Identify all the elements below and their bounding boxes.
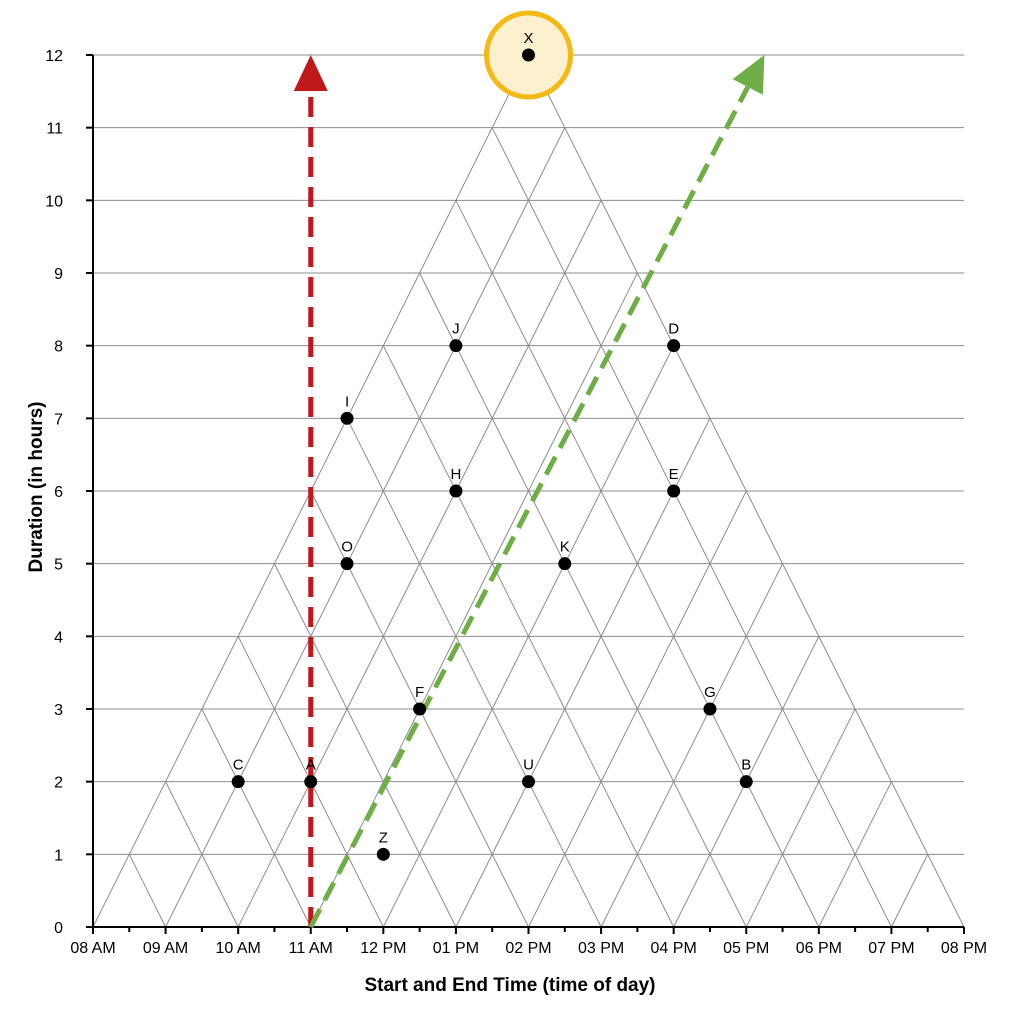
point-label-j: J — [452, 321, 460, 338]
x-tick-label: 05 PM — [723, 940, 769, 957]
x-tick-label: 01 PM — [433, 940, 479, 957]
data-point-o — [340, 557, 354, 571]
x-tick-label: 03 PM — [578, 940, 624, 957]
x-tick-label: 08 PM — [941, 940, 987, 957]
x-tick-label: 11 AM — [289, 940, 333, 957]
data-point-g — [703, 702, 717, 716]
data-point-b — [739, 775, 753, 789]
y-tick-label: 4 — [54, 629, 63, 646]
y-tick-label: 9 — [54, 266, 63, 283]
data-point-z — [376, 847, 390, 861]
point-label-e: E — [669, 466, 679, 483]
x-tick-label: 06 PM — [796, 940, 842, 957]
lattice-rising-line — [455, 418, 711, 928]
data-point-e — [667, 484, 681, 498]
y-tick-label: 12 — [45, 48, 63, 65]
y-tick-label: 6 — [54, 484, 63, 501]
y-tick-label: 8 — [54, 339, 63, 356]
y-tick-label: 5 — [54, 557, 63, 574]
lattice-rising-line — [745, 708, 856, 928]
lattice-falling-line — [491, 127, 892, 928]
point-label-i: I — [345, 393, 349, 410]
lattice-falling-line — [528, 54, 965, 928]
x-tick-label: 12 PM — [360, 940, 406, 957]
x-tick-label: 10 AM — [215, 940, 260, 957]
point-label-g: G — [704, 684, 716, 701]
y-tick-label: 3 — [54, 702, 63, 719]
lattice-falling-line — [419, 272, 747, 928]
point-label-f: F — [415, 684, 424, 701]
y-tick-label: 10 — [45, 193, 63, 210]
horizontal-gridlines — [93, 54, 964, 855]
y-tick-label: 2 — [54, 775, 63, 792]
x-tick-label: 07 PM — [868, 940, 914, 957]
arrow-head-0 — [293, 55, 328, 91]
lattice-falling-line — [274, 563, 457, 928]
data-points: X J D I H E O K F G C A U B Z — [231, 30, 753, 861]
arrow-head-1 — [732, 55, 765, 95]
data-point-a — [304, 775, 318, 789]
y-tick-label: 7 — [54, 411, 63, 428]
data-point-x — [522, 48, 535, 62]
lattice-falling-line — [455, 200, 820, 928]
data-point-h — [449, 484, 463, 498]
data-point-f — [413, 702, 427, 716]
data-point-j — [449, 339, 463, 353]
point-label-z: Z — [379, 829, 388, 846]
point-label-u: U — [523, 757, 534, 774]
x-tick-label: 02 PM — [505, 940, 551, 957]
data-point-u — [522, 775, 535, 789]
data-point-i — [340, 411, 354, 425]
point-label-o: O — [341, 539, 353, 556]
y-tick-label: 1 — [54, 847, 63, 864]
arrow-shaft-1 — [308, 85, 750, 929]
point-label-d: D — [668, 321, 679, 338]
lattice-falling-line — [128, 854, 167, 928]
y-tick-label: 11 — [46, 121, 63, 138]
data-point-d — [667, 339, 681, 353]
x-tick-label: 08 AM — [70, 940, 115, 957]
point-label-b: B — [741, 757, 751, 774]
point-label-x: X — [523, 30, 533, 47]
x-tick-label: 04 PM — [651, 940, 697, 957]
x-axis-title: Start and End Time (time of day) — [364, 975, 655, 996]
point-label-a: A — [306, 757, 316, 774]
x-tick-label: 09 AM — [143, 940, 188, 957]
x-axis-ticks: 08 AM 09 AM 10 AM 11 AM 12 PM 01 PM 02 PM 03 PM… — [70, 927, 987, 957]
point-label-c: C — [233, 757, 244, 774]
point-label-h: H — [450, 466, 461, 483]
lattice-falling-line — [382, 345, 675, 928]
lattice-rising-line — [165, 127, 566, 928]
y-axis-title: Duration (in hours) — [26, 402, 47, 573]
data-point-c — [231, 775, 245, 789]
lattice-falling-line — [346, 418, 602, 928]
lattice-rising-line — [890, 854, 929, 928]
y-tick-label: 0 — [54, 920, 63, 937]
lattice-falling-line — [165, 781, 239, 928]
lattice-rising-line — [600, 563, 783, 928]
lattice-falling-line — [201, 708, 312, 928]
point-label-k: K — [560, 539, 570, 556]
data-point-k — [558, 557, 572, 571]
